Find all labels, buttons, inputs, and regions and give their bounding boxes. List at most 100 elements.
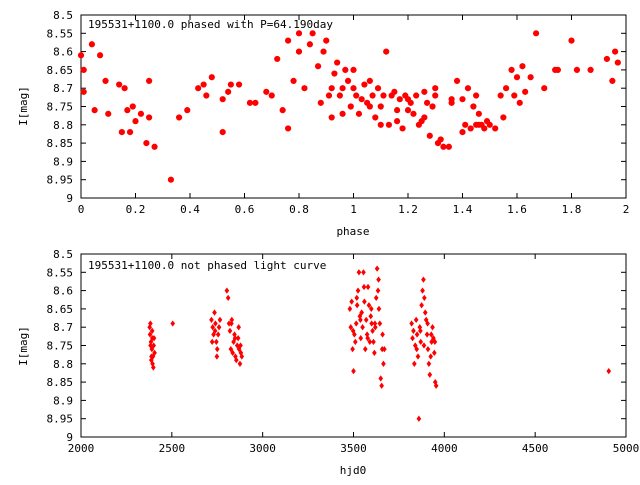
unphased-data-point: [368, 313, 374, 320]
unphased-data-point: [412, 342, 418, 349]
unphased-data-point: [367, 338, 373, 345]
unphased-data-point: [430, 324, 435, 331]
unphased-y-axis-label: I[mag]: [17, 326, 30, 366]
unphased-data-point: [427, 371, 433, 378]
phased-data-point: [328, 85, 335, 92]
unphased-y-tick-label: 8.95: [47, 413, 74, 426]
phased-data-point: [614, 59, 621, 66]
phased-data-point: [225, 88, 232, 95]
phased-data-point: [475, 110, 482, 117]
phased-data-point: [473, 121, 480, 128]
unphased-data-point: [225, 294, 231, 302]
phased-y-tick-label: 9: [66, 192, 73, 205]
phased-data-point: [336, 92, 343, 99]
unphased-data-point: [150, 335, 155, 342]
phased-x-tick-label: 1.6: [507, 203, 527, 216]
phased-data-point: [462, 121, 469, 128]
phased-data-point: [331, 70, 338, 77]
phased-data-point: [285, 125, 292, 132]
phased-data-point: [519, 63, 526, 70]
phased-data-point: [235, 81, 243, 88]
phased-data-point: [350, 66, 357, 74]
phased-data-point: [432, 92, 439, 99]
unphased-data-point: [361, 283, 367, 291]
phased-data-point: [423, 99, 431, 106]
unphased-data-point: [432, 338, 438, 345]
phased-data-point: [587, 66, 594, 74]
phased-y-axis-label: I[mag]: [17, 86, 30, 126]
phased-data-point: [470, 103, 477, 110]
phased-data-point: [143, 140, 150, 147]
unphased-data-point: [234, 356, 239, 364]
phased-data-point: [290, 77, 297, 84]
unphased-data-point: [414, 331, 420, 338]
unphased-data-point: [433, 382, 439, 389]
phased-x-tick-label: 0.6: [235, 203, 255, 216]
unphased-data-point: [354, 302, 360, 309]
phased-data-point: [603, 55, 611, 63]
unphased-data-point: [236, 346, 242, 353]
phased-data-point: [317, 99, 324, 106]
unphased-data-point: [363, 316, 369, 324]
unphased-data-point: [413, 316, 419, 324]
unphased-y-tick-label: 8.75: [47, 340, 74, 353]
unphased-data-point: [416, 415, 422, 422]
unphased-data-point: [149, 327, 155, 335]
phased-data-point: [328, 114, 335, 121]
unphased-axis-ticks: 2000 2500 3000 3500 4000 4500 5000 8.5 8.55 8.6 8.…: [47, 248, 640, 455]
phased-data-point: [176, 114, 183, 121]
phased-data-point: [227, 81, 234, 88]
unphased-x-axis-label: hjd0: [340, 464, 367, 477]
phased-data-point: [105, 110, 112, 117]
unphased-x-tick-label: 2000: [68, 442, 95, 455]
phased-data-point: [497, 92, 504, 99]
unphased-data-point: [377, 320, 383, 327]
unphased-data-point: [215, 331, 221, 338]
phased-data-point: [377, 103, 384, 110]
phased-data-point: [394, 107, 401, 114]
phased-x-tick-label: 2: [623, 203, 630, 216]
phased-data-point: [347, 103, 354, 110]
phased-data-point: [609, 77, 616, 84]
phased-data-point: [391, 88, 398, 95]
phased-data-point: [309, 30, 316, 37]
unphased-data-point: [362, 346, 368, 353]
phased-data-point: [413, 92, 420, 99]
unphased-data-points: [147, 265, 612, 422]
unphased-data-point: [148, 342, 153, 349]
phased-data-point: [323, 37, 330, 44]
unphased-data-point: [376, 276, 381, 283]
unphased-data-point: [354, 294, 360, 302]
phased-x-tick-label: 0.4: [180, 203, 200, 216]
unphased-y-tick-label: 8.8: [53, 358, 73, 371]
phased-data-point: [394, 118, 401, 125]
phased-data-point: [554, 66, 561, 74]
unphased-data-point: [369, 320, 374, 327]
unphased-data-point: [351, 367, 356, 375]
unphased-data-point: [347, 305, 353, 313]
unphased-data-point: [370, 327, 375, 335]
phased-data-point: [301, 85, 308, 92]
unphased-data-point: [213, 320, 218, 327]
unphased-data-point: [147, 324, 152, 331]
unphased-data-point: [355, 287, 361, 294]
unphased-data-point: [228, 346, 234, 353]
phased-data-point: [486, 121, 493, 128]
unphased-x-tick-label: 3500: [340, 442, 367, 455]
unphased-data-point: [147, 331, 153, 338]
phased-data-point: [80, 66, 87, 74]
phased-data-points: [77, 30, 621, 183]
unphased-data-point: [231, 338, 236, 345]
phased-data-point: [511, 92, 518, 99]
unphased-data-point: [353, 320, 359, 327]
unphased-data-point: [376, 305, 382, 313]
phased-data-point: [200, 81, 207, 88]
unphased-y-tick-label: 8.5: [53, 248, 73, 261]
phased-x-tick-label: 0: [78, 203, 85, 216]
unphased-data-point: [380, 331, 385, 338]
unphased-data-point: [379, 346, 385, 353]
unphased-data-point: [368, 305, 374, 313]
phased-data-point: [342, 66, 349, 74]
phased-data-point: [366, 77, 373, 84]
phased-data-point: [96, 52, 104, 59]
